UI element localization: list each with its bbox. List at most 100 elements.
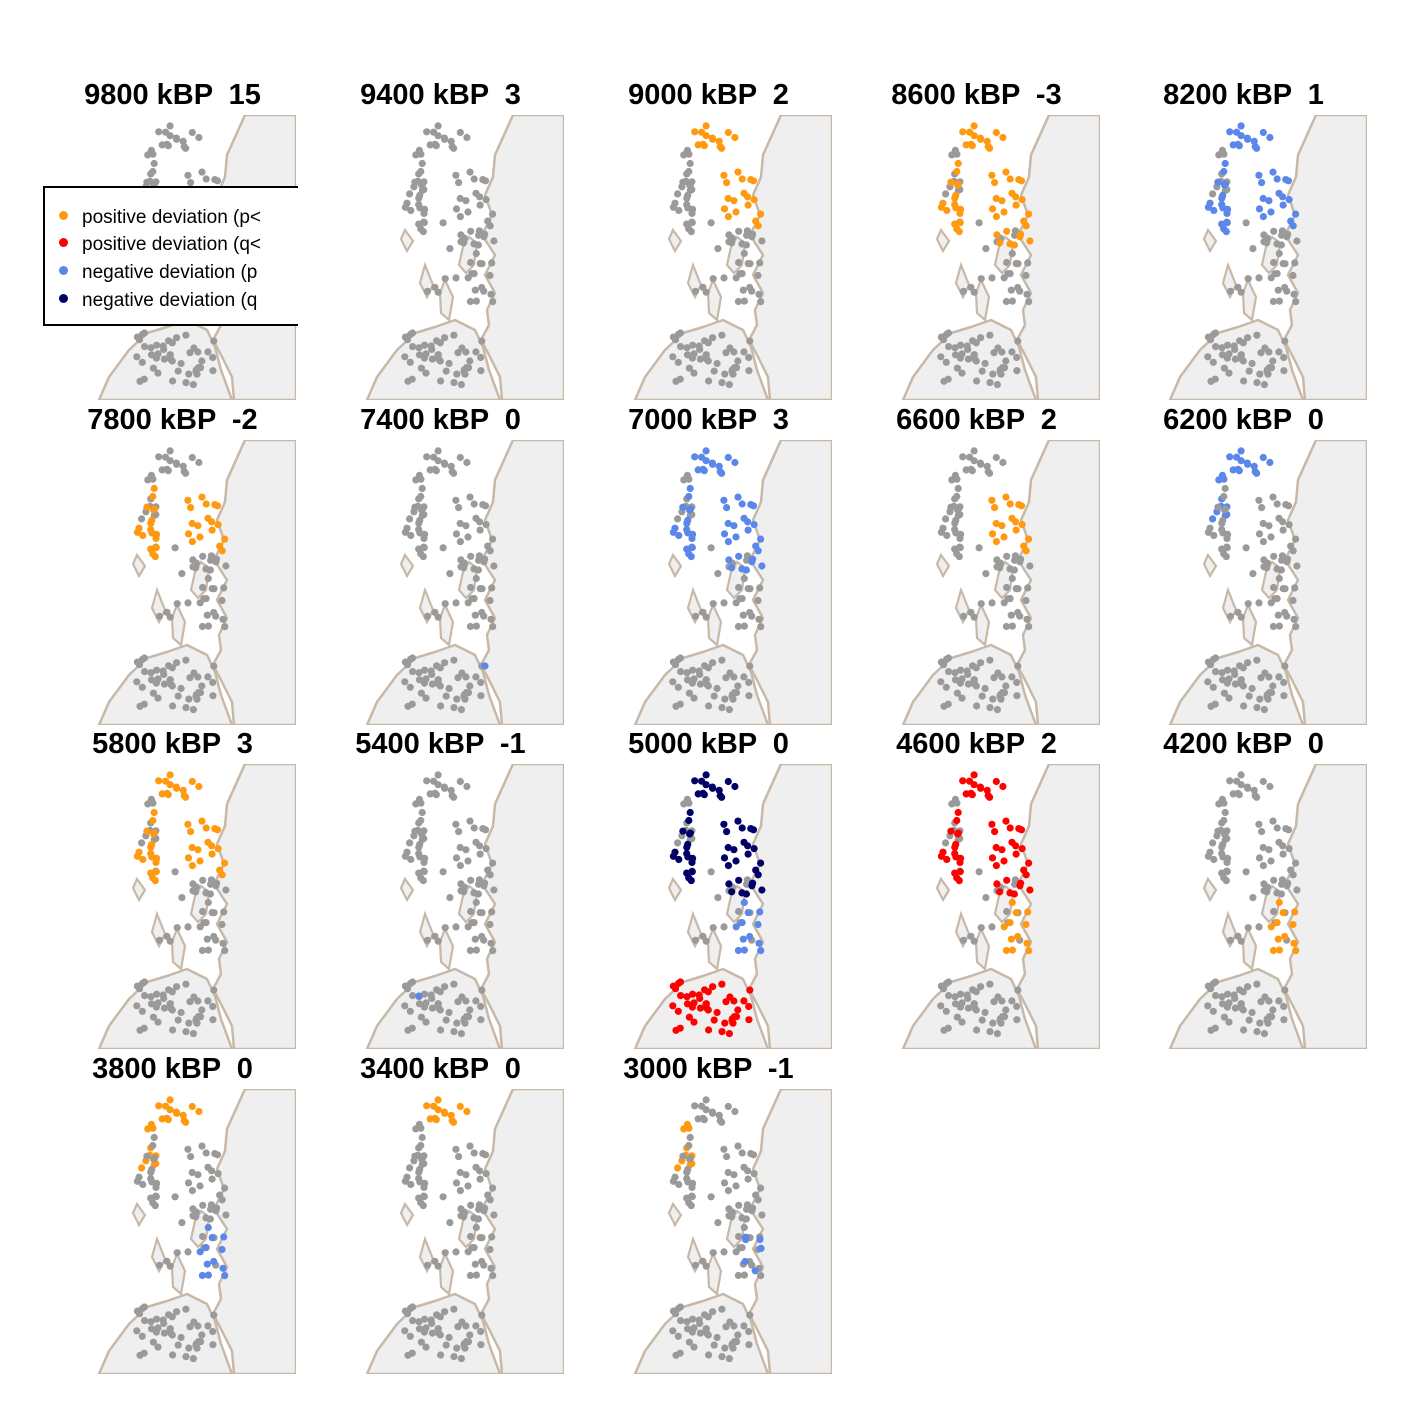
dot-icon <box>59 238 68 248</box>
site-point <box>694 1115 702 1123</box>
site-point <box>160 1329 168 1337</box>
site-point <box>1250 137 1258 145</box>
site-point <box>160 355 168 363</box>
site-point <box>685 475 693 483</box>
site-point <box>721 695 729 703</box>
site-point <box>685 167 693 176</box>
site-point <box>721 370 729 378</box>
site-point <box>970 1000 978 1008</box>
site-point <box>426 790 434 798</box>
site-point <box>1206 661 1215 669</box>
island-outline <box>706 1251 723 1297</box>
site-point <box>1022 271 1030 280</box>
site-point <box>416 529 424 537</box>
site-point <box>955 553 963 561</box>
site-point <box>478 932 486 941</box>
site-point <box>486 596 494 605</box>
site-point <box>141 992 149 1000</box>
site-point <box>152 1193 160 1201</box>
site-point <box>202 1149 210 1157</box>
site-point <box>1000 923 1008 931</box>
site-point <box>713 359 721 368</box>
map-svg <box>97 1089 296 1374</box>
site-point <box>1229 141 1237 149</box>
site-point <box>735 583 743 592</box>
site-point <box>143 1152 151 1160</box>
site-point <box>687 877 695 885</box>
site-point <box>466 1271 474 1280</box>
site-point <box>959 936 968 944</box>
site-point <box>196 1182 204 1190</box>
panel-value-label: 0 <box>772 728 789 760</box>
site-point <box>1280 367 1288 375</box>
site-point <box>1220 1013 1228 1021</box>
site-point <box>1226 287 1235 295</box>
site-point <box>1224 666 1232 674</box>
legend-item: negative deviation (p <box>59 260 257 286</box>
site-point <box>221 1272 229 1280</box>
site-point <box>695 342 703 350</box>
site-point <box>715 786 723 794</box>
site-point <box>688 868 696 876</box>
site-point <box>457 880 465 888</box>
site-point <box>1239 339 1247 347</box>
site-point <box>707 219 715 227</box>
site-point <box>1218 194 1226 202</box>
site-point <box>1014 283 1022 292</box>
site-point <box>976 459 984 467</box>
site-point <box>1275 946 1283 954</box>
site-point <box>725 1030 733 1038</box>
site-point <box>1204 353 1212 361</box>
site-point <box>705 1351 713 1359</box>
site-point <box>1292 210 1300 218</box>
site-point <box>466 946 474 955</box>
site-point <box>976 134 984 142</box>
site-point <box>991 828 999 836</box>
site-point <box>686 180 694 188</box>
site-point <box>188 843 196 852</box>
site-point <box>409 343 417 351</box>
site-point <box>958 694 966 702</box>
site-point <box>981 359 989 368</box>
site-point <box>489 859 497 867</box>
site-point <box>171 544 179 552</box>
panel-title: 5000 kBP 0 <box>585 724 832 764</box>
site-point <box>1260 880 1268 888</box>
site-point <box>194 846 202 854</box>
site-point <box>738 824 746 832</box>
site-point <box>939 199 947 207</box>
site-point <box>187 828 195 836</box>
legend-item: positive deviation (q< <box>59 232 261 258</box>
site-point <box>411 178 419 186</box>
site-point <box>988 854 997 862</box>
site-point <box>1283 233 1291 241</box>
site-point <box>147 1325 156 1333</box>
site-point <box>735 1201 743 1209</box>
site-point <box>1260 556 1268 564</box>
site-point <box>471 935 479 943</box>
site-point <box>1281 662 1289 670</box>
site-point <box>700 1116 708 1124</box>
site-point <box>1008 297 1016 305</box>
site-point <box>757 1244 765 1252</box>
site-point <box>135 661 144 669</box>
site-point <box>1258 828 1266 836</box>
site-point <box>942 683 950 691</box>
site-point <box>1249 245 1257 253</box>
site-point <box>188 1187 196 1195</box>
site-point <box>755 615 763 623</box>
site-point <box>403 661 412 669</box>
site-point <box>1281 337 1289 345</box>
site-point <box>977 275 985 283</box>
site-point <box>996 366 1004 374</box>
site-point <box>744 909 752 917</box>
site-point <box>999 782 1007 791</box>
site-point <box>458 344 466 352</box>
site-point <box>460 888 468 896</box>
site-point <box>732 208 740 216</box>
site-point <box>1010 566 1018 574</box>
site-point <box>1002 493 1010 501</box>
site-point <box>996 1015 1004 1023</box>
site-point <box>476 526 484 534</box>
site-point <box>994 669 1002 677</box>
